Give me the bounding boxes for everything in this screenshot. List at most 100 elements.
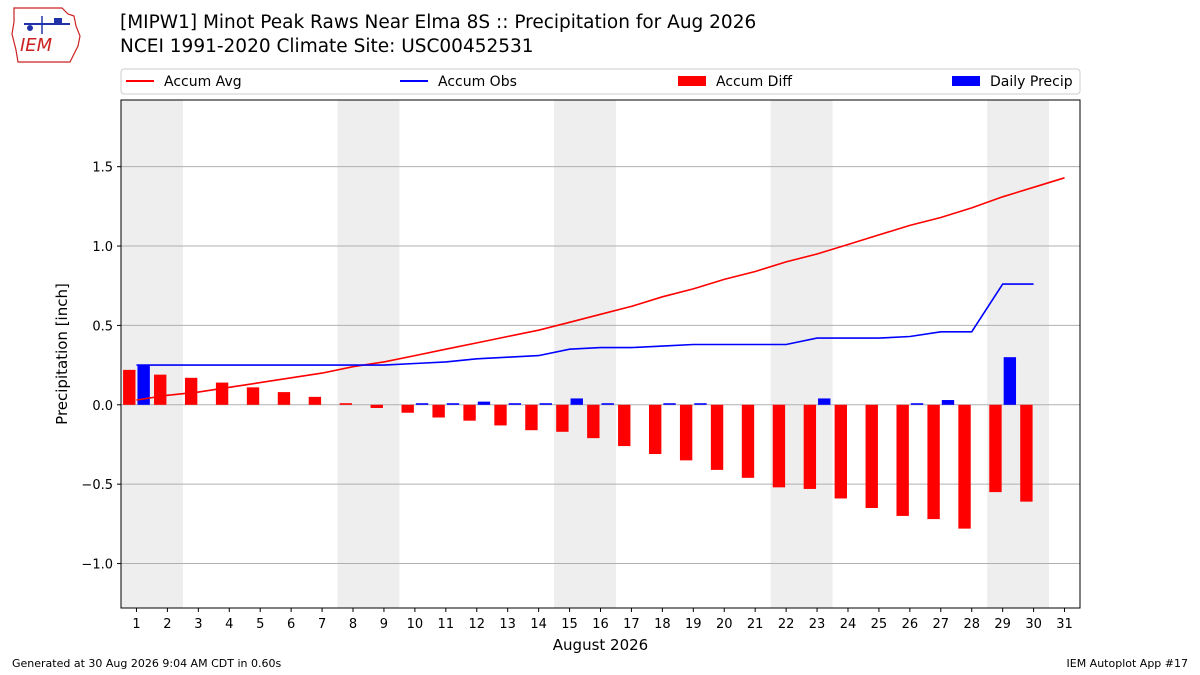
legend-swatch — [952, 76, 980, 86]
legend: Accum Avg Accum Obs Accum Diff Daily Precip — [120, 68, 1081, 95]
legend-swatch — [678, 76, 706, 86]
x-tick-label: 24 — [840, 617, 857, 632]
generated-timestamp: Generated at 30 Aug 2026 9:04 AM CDT in … — [12, 657, 282, 670]
shade-band — [554, 100, 616, 608]
accum-diff-bar — [618, 404, 631, 447]
x-tick-label: 22 — [778, 617, 795, 632]
accum-diff-bar — [865, 404, 878, 508]
daily-precip-bar — [539, 403, 553, 405]
y-tick-label: 1.0 — [92, 240, 113, 255]
accum-diff-bar — [556, 404, 569, 432]
accum-diff-bar — [958, 404, 971, 529]
x-tick-label: 20 — [716, 617, 733, 632]
x-tick-label: 12 — [468, 617, 485, 632]
legend-label: Accum Avg — [164, 74, 242, 90]
accum-diff-bar — [154, 374, 167, 405]
daily-precip-bar — [477, 401, 491, 405]
legend-box — [120, 68, 1081, 95]
x-tick-label: 17 — [623, 617, 640, 632]
accum-diff-bar — [463, 404, 476, 421]
accum-diff-bar — [184, 377, 198, 405]
y-tick-label: 0.5 — [92, 319, 113, 334]
x-tick-label: 8 — [349, 617, 357, 632]
accum-diff-bar — [339, 403, 353, 405]
accum-diff-bar — [215, 382, 229, 405]
daily-precip-bar — [415, 403, 429, 405]
x-tick-label: 9 — [380, 617, 388, 632]
x-tick-label: 4 — [225, 617, 233, 632]
x-tick-label: 28 — [963, 617, 980, 632]
accum-avg-line — [136, 177, 1065, 401]
x-tick-label: 16 — [592, 617, 609, 632]
shade-band — [337, 100, 400, 608]
accum-obs-line — [136, 283, 1034, 366]
daily-precip-bars — [137, 357, 1017, 405]
accum-diff-bar — [648, 404, 662, 455]
daily-precip-bar — [663, 403, 676, 405]
daily-precip-bar — [446, 403, 460, 405]
iem-logo: IEM — [11, 7, 81, 63]
daily-precip-bar — [508, 403, 522, 405]
shade-band — [121, 100, 183, 608]
accum-diff-bar — [246, 387, 260, 405]
legend-label: Daily Precip — [990, 74, 1073, 90]
shade-band — [987, 100, 1050, 608]
x-axis-label: August 2026 — [553, 636, 648, 654]
x-axis: 1 2 3 4 5 6 7 8 9 10 11 12 13 14 15 16 17 18 19 20 21 22 23 24 2… — [132, 608, 1073, 632]
x-tick-label: 19 — [685, 617, 702, 632]
y-tick-label: −0.5 — [81, 478, 113, 493]
daily-precip-bar — [570, 398, 583, 405]
x-tick-label: 7 — [318, 617, 326, 632]
x-tick-label: 30 — [1025, 617, 1042, 632]
x-tick-label: 31 — [1056, 617, 1073, 632]
y-axis-label: Precipitation [inch] — [53, 283, 71, 425]
daily-precip-bar — [910, 403, 924, 405]
accum-diff-bar — [896, 404, 909, 516]
y-tick-label: 1.5 — [92, 161, 113, 176]
daily-precip-bar — [694, 403, 707, 405]
accum-diff-bar — [587, 404, 600, 439]
x-tick-label: 18 — [654, 617, 671, 632]
logo-text: IEM — [20, 35, 53, 56]
chart-subtitle: NCEI 1991-2020 Climate Site: USC00452531 — [120, 36, 534, 57]
accum-diff-bar — [277, 392, 291, 405]
accum-diff-bar — [123, 369, 136, 405]
daily-precip-bar — [1003, 357, 1017, 405]
accum-diff-bar — [679, 404, 693, 461]
x-tick-label: 5 — [256, 617, 264, 632]
x-tick-label: 29 — [994, 617, 1011, 632]
x-tick-label: 14 — [530, 617, 547, 632]
daily-precip-bar — [818, 398, 831, 405]
daily-precip-bar — [601, 403, 614, 405]
accum-diff-bar — [834, 404, 847, 499]
accum-diff-bar — [710, 404, 724, 470]
y-tick-label: −1.0 — [81, 558, 113, 573]
x-tick-label: 6 — [287, 617, 295, 632]
weekend-shading — [121, 100, 1050, 608]
x-tick-label: 15 — [561, 617, 578, 632]
x-tick-label: 2 — [163, 617, 171, 632]
x-tick-label: 13 — [499, 617, 516, 632]
x-tick-label: 11 — [438, 617, 455, 632]
accum-diff-bar — [401, 404, 414, 413]
x-tick-label: 25 — [871, 617, 888, 632]
grid-lines — [121, 166, 1080, 565]
accum-diff-bar — [370, 404, 383, 408]
accum-diff-bar — [308, 396, 322, 405]
x-tick-label: 23 — [809, 617, 826, 632]
accum-diff-bars — [123, 369, 1033, 529]
accum-diff-bar — [494, 404, 507, 426]
accum-diff-bar — [741, 404, 755, 478]
accum-diff-bar — [803, 404, 817, 489]
accum-diff-bar — [989, 404, 1002, 493]
x-tick-label: 27 — [933, 617, 950, 632]
accum-diff-bar — [525, 404, 538, 431]
x-tick-label: 1 — [132, 617, 140, 632]
x-tick-label: 10 — [407, 617, 424, 632]
daily-precip-bar — [137, 365, 150, 405]
legend-label: Accum Obs — [438, 74, 517, 90]
accum-diff-bar — [927, 404, 940, 520]
chart-title: [MIPW1] Minot Peak Raws Near Elma 8S :: … — [120, 12, 757, 33]
accum-diff-bar — [1020, 404, 1033, 502]
